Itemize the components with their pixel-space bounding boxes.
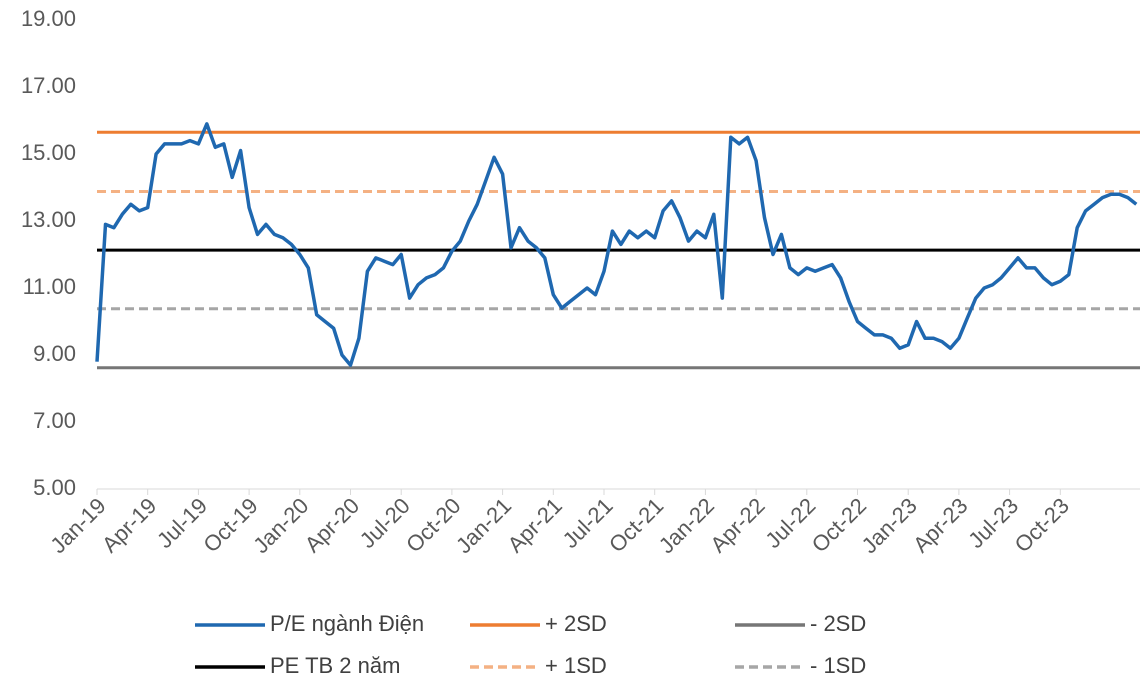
x-tick-label: Jan-21: [451, 493, 516, 558]
x-tick-label: Apr-21: [503, 493, 567, 557]
x-tick-label: Apr-23: [908, 493, 972, 557]
y-tick-label: 9.00: [33, 341, 76, 366]
x-tick-label: Apr-19: [97, 493, 161, 557]
x-tick-label: Oct-21: [604, 493, 668, 557]
legend-label: - 1SD: [810, 653, 866, 678]
x-tick-label: Oct-19: [198, 493, 262, 557]
legend-label: PE TB 2 năm: [270, 653, 400, 678]
y-tick-label: 11.00: [23, 274, 76, 299]
legend-label: + 2SD: [545, 611, 607, 636]
legend-label: + 1SD: [545, 653, 607, 678]
x-tick-label: Apr-22: [705, 493, 769, 557]
y-tick-label: 7.00: [33, 408, 76, 433]
x-tick-label: Apr-20: [300, 493, 364, 557]
y-tick-label: 15.00: [21, 140, 76, 165]
y-tick-label: 17.00: [21, 73, 76, 98]
legend-label: - 2SD: [810, 611, 866, 636]
data-line: [95, 122, 1138, 367]
x-tick-label: Oct-20: [401, 493, 465, 557]
x-tick-label: Jan-22: [654, 493, 719, 558]
y-tick-label: 19.00: [21, 6, 76, 31]
y-tick-label: 5.00: [33, 475, 76, 500]
x-tick-label: Oct-22: [807, 493, 871, 557]
x-tick-label: Jan-23: [857, 493, 922, 558]
legend-label: P/E ngành Điện: [270, 611, 424, 636]
x-tick-label: Oct-23: [1010, 493, 1074, 557]
y-tick-label: 13.00: [21, 207, 76, 232]
x-tick-label: Jan-20: [248, 493, 313, 558]
x-tick-label: Jan-19: [45, 493, 110, 558]
